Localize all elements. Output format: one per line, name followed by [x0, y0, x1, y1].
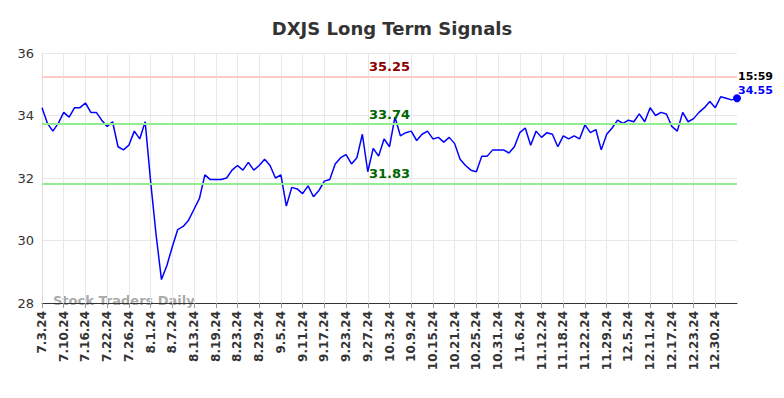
svg-text:12.23.24: 12.23.24: [687, 311, 701, 370]
svg-text:15:59: 15:59: [738, 70, 773, 83]
svg-text:7.26.24: 7.26.24: [122, 311, 136, 362]
svg-text:12.11.24: 12.11.24: [643, 311, 657, 370]
svg-text:34: 34: [17, 108, 34, 123]
svg-text:10.25.24: 10.25.24: [469, 311, 483, 370]
svg-text:11.22.24: 11.22.24: [578, 311, 592, 370]
svg-text:9.27.24: 9.27.24: [361, 311, 375, 362]
svg-text:31.83: 31.83: [369, 166, 410, 181]
svg-text:7.22.24: 7.22.24: [100, 311, 114, 362]
svg-text:35.25: 35.25: [369, 59, 410, 74]
svg-text:10.31.24: 10.31.24: [491, 311, 505, 370]
svg-text:12.17.24: 12.17.24: [665, 311, 679, 370]
svg-text:11.12.24: 11.12.24: [535, 311, 549, 370]
svg-text:12.30.24: 12.30.24: [708, 311, 722, 370]
svg-text:9.11.24: 9.11.24: [296, 311, 310, 362]
svg-text:9.23.24: 9.23.24: [339, 311, 353, 362]
svg-text:10.9.24: 10.9.24: [404, 311, 418, 362]
svg-text:34.55: 34.55: [738, 84, 773, 97]
svg-text:10.3.24: 10.3.24: [383, 311, 397, 362]
svg-text:10.15.24: 10.15.24: [426, 311, 440, 370]
svg-text:9.17.24: 9.17.24: [317, 311, 331, 362]
svg-text:32: 32: [17, 171, 34, 186]
svg-text:12.5.24: 12.5.24: [621, 311, 635, 362]
svg-text:28: 28: [17, 296, 34, 311]
svg-text:30: 30: [17, 233, 34, 248]
svg-text:DXJS Long Term Signals: DXJS Long Term Signals: [272, 18, 512, 39]
svg-text:8.1.24: 8.1.24: [144, 311, 158, 354]
svg-text:7.3.24: 7.3.24: [35, 311, 49, 354]
svg-text:8.29.24: 8.29.24: [252, 311, 266, 362]
svg-text:8.19.24: 8.19.24: [209, 311, 223, 362]
svg-text:11.29.24: 11.29.24: [600, 311, 614, 370]
svg-text:8.23.24: 8.23.24: [230, 311, 244, 362]
svg-text:11.6.24: 11.6.24: [513, 311, 527, 362]
svg-text:9.5.24: 9.5.24: [274, 311, 288, 354]
svg-text:11.18.24: 11.18.24: [556, 311, 570, 370]
svg-text:36: 36: [17, 46, 34, 61]
svg-text:Stock Traders Daily: Stock Traders Daily: [53, 293, 195, 308]
svg-text:8.13.24: 8.13.24: [187, 311, 201, 362]
svg-text:33.74: 33.74: [369, 107, 410, 122]
svg-text:10.21.24: 10.21.24: [448, 311, 462, 370]
svg-text:8.7.24: 8.7.24: [165, 311, 179, 354]
svg-text:7.10.24: 7.10.24: [57, 311, 71, 362]
svg-text:7.16.24: 7.16.24: [78, 311, 92, 362]
